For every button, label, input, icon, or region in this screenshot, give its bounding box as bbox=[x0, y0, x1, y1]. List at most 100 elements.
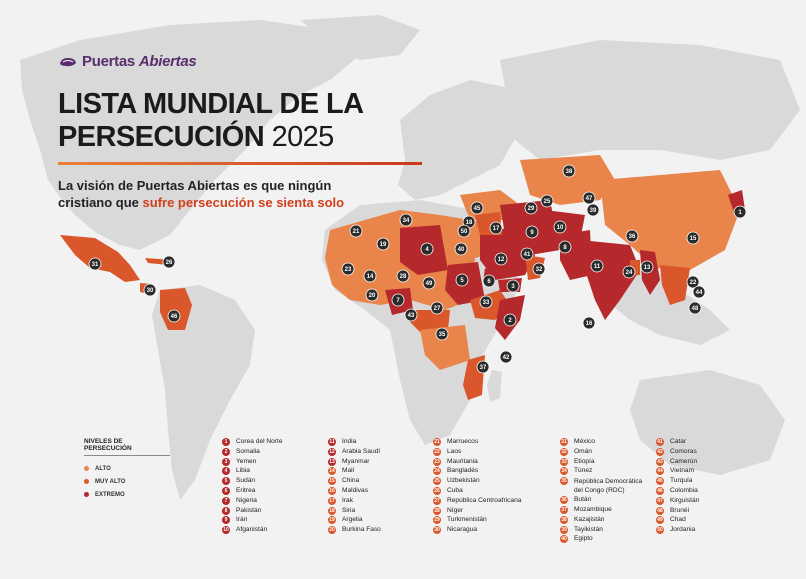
svg-text:4: 4 bbox=[425, 247, 429, 253]
rank-number: 37 bbox=[560, 505, 568, 514]
ranking-item: 30 Nicaragua bbox=[433, 526, 521, 536]
map-marker-2: 2 bbox=[503, 313, 517, 327]
map-marker-19: 19 bbox=[376, 237, 390, 251]
ranking-item: 13 Myanmar bbox=[328, 457, 381, 468]
svg-text:11: 11 bbox=[594, 264, 601, 270]
rank-country: Chad bbox=[670, 516, 686, 524]
brand-logo: Puertas Abiertas bbox=[58, 53, 197, 70]
svg-text:33: 33 bbox=[483, 300, 490, 306]
title-line1: LISTA MUNDIAL DE LA bbox=[58, 88, 364, 120]
map-marker-41: 41 bbox=[520, 247, 534, 261]
map-marker-40: 40 bbox=[454, 242, 468, 256]
map-marker-25: 25 bbox=[540, 194, 554, 208]
rank-number: 42 bbox=[656, 447, 664, 456]
map-marker-42: 42 bbox=[499, 350, 513, 364]
ranking-item: 34 Túnez bbox=[560, 467, 650, 477]
rank-country: Burkina Faso bbox=[342, 526, 381, 534]
svg-text:35: 35 bbox=[439, 332, 446, 338]
title-year: 2025 bbox=[271, 121, 335, 153]
rank-number: 3 bbox=[222, 457, 230, 466]
rank-country: República Centroafricana bbox=[447, 496, 522, 504]
map-marker-13: 13 bbox=[640, 260, 654, 274]
ranking-item: 7 Nigeria bbox=[222, 496, 283, 507]
rank-country: Vietnam bbox=[670, 467, 695, 475]
rank-number: 26 bbox=[433, 486, 441, 495]
rank-number: 44 bbox=[656, 467, 664, 476]
rank-number: 35 bbox=[560, 477, 568, 486]
rank-number: 23 bbox=[433, 457, 441, 466]
map-marker-22: 22 bbox=[686, 275, 700, 289]
rank-country: Camerún bbox=[670, 457, 698, 465]
rank-number: 45 bbox=[656, 477, 664, 486]
map-marker-48: 48 bbox=[688, 301, 702, 315]
svg-text:32: 32 bbox=[536, 267, 543, 273]
svg-text:46: 46 bbox=[171, 314, 178, 320]
svg-text:12: 12 bbox=[498, 257, 505, 263]
map-marker-12: 12 bbox=[494, 252, 508, 266]
rank-number: 32 bbox=[560, 447, 568, 456]
rank-country: Corea del Norte bbox=[236, 438, 283, 445]
svg-text:48: 48 bbox=[692, 306, 699, 312]
rank-country: Cuba bbox=[447, 486, 463, 494]
map-marker-39: 39 bbox=[586, 203, 600, 217]
svg-text:47: 47 bbox=[586, 196, 593, 202]
ranking-item: 27 República Centroafricana bbox=[433, 496, 522, 507]
map-markers: 1 2 3 4 5 6 7 8 9 10 11 12 13 14 15 16 1… bbox=[88, 164, 747, 374]
map-marker-29: 29 bbox=[524, 201, 538, 215]
map-marker-43: 43 bbox=[404, 308, 418, 322]
svg-text:9: 9 bbox=[530, 230, 534, 236]
ranking-item: 24 Bangladés bbox=[433, 467, 521, 477]
legend: NIVELES DE PERSECUCIÓN ALTO MUY ALTO EXT… bbox=[84, 438, 170, 501]
map-marker-14: 14 bbox=[363, 269, 377, 283]
map-marker-1: 1 bbox=[733, 205, 747, 219]
ranking-item: 16 Maldivas bbox=[328, 486, 381, 497]
rank-country: Colombia bbox=[670, 486, 698, 494]
rank-number: 21 bbox=[433, 438, 441, 446]
rank-number: 31 bbox=[560, 438, 568, 446]
ranking-column-2: 11 India 12 Arabia Saudí 13 Myanmar 14 Malí 15 Ch… bbox=[328, 438, 381, 536]
legend-item-alto: ALTO bbox=[84, 462, 170, 475]
map-marker-45: 45 bbox=[470, 201, 484, 215]
svg-text:21: 21 bbox=[353, 229, 360, 235]
rank-number: 41 bbox=[656, 438, 664, 446]
map-marker-11: 11 bbox=[590, 259, 604, 273]
brand-name: Puertas Abiertas bbox=[82, 53, 197, 70]
rank-country: Jordania bbox=[670, 526, 696, 534]
rank-number: 25 bbox=[433, 477, 441, 486]
map-marker-3: 3 bbox=[506, 279, 520, 293]
rank-number: 22 bbox=[433, 447, 441, 456]
rank-number: 16 bbox=[328, 486, 336, 495]
rank-country: Etiopía bbox=[574, 457, 595, 465]
ranking-item: 26 Cuba bbox=[433, 486, 521, 497]
svg-text:18: 18 bbox=[466, 220, 473, 226]
rank-country: Myanmar bbox=[342, 457, 370, 465]
rank-number: 49 bbox=[656, 516, 664, 525]
svg-text:50: 50 bbox=[461, 229, 468, 235]
rank-number: 34 bbox=[560, 467, 568, 476]
legend-item-muy-alto: MUY ALTO bbox=[84, 475, 170, 488]
rank-number: 4 bbox=[222, 467, 230, 476]
map-marker-50: 50 bbox=[457, 224, 471, 238]
rank-number: 11 bbox=[328, 438, 336, 446]
rank-number: 29 bbox=[433, 516, 441, 525]
svg-text:24: 24 bbox=[626, 270, 633, 276]
ranking-item: 32 Omán bbox=[560, 447, 650, 458]
rank-country: Afganistán bbox=[236, 526, 268, 534]
rank-country: Uzbekistán bbox=[447, 477, 480, 485]
map-marker-17: 17 bbox=[489, 221, 503, 235]
ranking-item: 31 México bbox=[560, 438, 650, 448]
rank-country: Somalia bbox=[236, 447, 260, 455]
rank-number: 8 bbox=[222, 506, 230, 515]
map-marker-7: 7 bbox=[391, 293, 405, 307]
rank-number: 40 bbox=[560, 535, 568, 544]
rank-country: República Democrática del Congo (RDC) bbox=[574, 478, 643, 495]
map-marker-36: 36 bbox=[625, 229, 639, 243]
rank-country: Kirguistán bbox=[670, 496, 700, 504]
map-marker-46: 46 bbox=[167, 309, 181, 323]
rank-country: Brunéi bbox=[670, 506, 690, 514]
ranking-item: 36 Bután bbox=[560, 496, 650, 506]
ranking-item: 47 Kirguistán bbox=[656, 496, 700, 507]
ranking-item: 45 Turquía bbox=[656, 477, 699, 487]
rank-country: Libia bbox=[236, 467, 250, 475]
svg-text:1: 1 bbox=[738, 210, 742, 216]
